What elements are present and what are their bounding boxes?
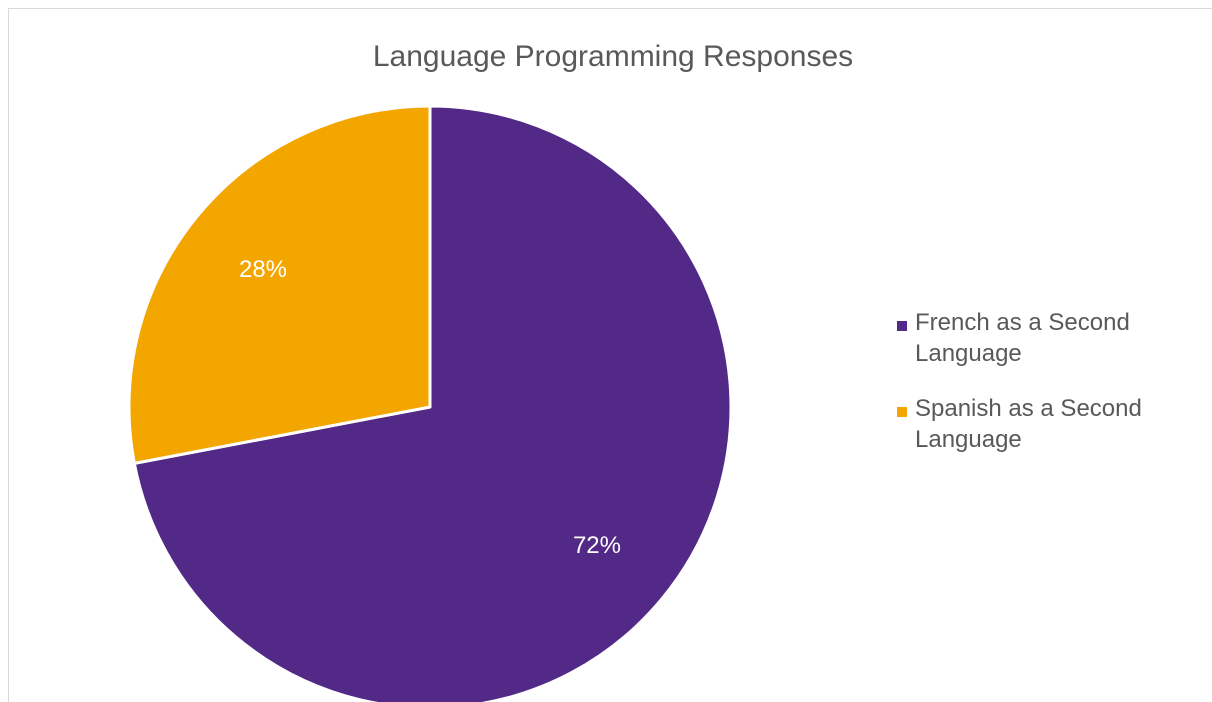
legend-swatch-2 [897, 407, 907, 417]
legend-swatch-1 [897, 321, 907, 331]
pie-slices [127, 104, 733, 702]
data-label-1: 72% [573, 532, 621, 559]
data-label-2: 28% [239, 256, 287, 283]
legend-item-2: Spanish as a Second Language [897, 395, 1142, 453]
legend-item-1: French as a Second Language [897, 309, 1130, 367]
pie-slice-1 [132, 104, 733, 702]
data-labels: 72% 28% [239, 256, 621, 559]
legend-label-1-line-1: French as a Second [915, 309, 1130, 336]
legend-label-2-line-2: Language [915, 426, 1022, 453]
legend-label-1-line-2: Language [915, 340, 1022, 367]
legend-label-2-line-1: Spanish as a Second [915, 395, 1142, 422]
pie-slice-2 [127, 104, 432, 465]
chart-title: Language Programming Responses [373, 40, 853, 73]
